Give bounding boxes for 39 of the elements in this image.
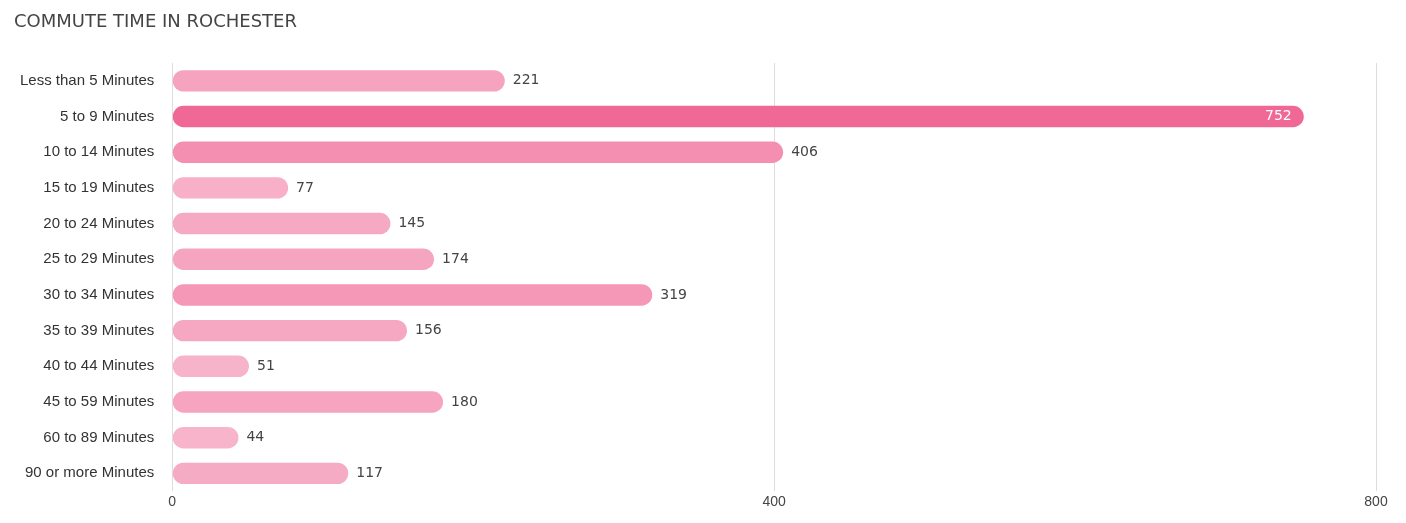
y-tick-label: 30 to 34 Minutes — [43, 285, 155, 303]
bar — [172, 391, 444, 413]
data-label: 51 — [256, 356, 275, 373]
data-label: 44 — [246, 428, 265, 445]
y-tick-label: 45 to 59 Minutes — [43, 392, 155, 410]
y-tick-label: 5 to 9 Minutes — [60, 106, 155, 124]
bar — [172, 70, 505, 92]
y-tick-label: 20 to 24 Minutes — [43, 213, 155, 231]
y-tick-label: 10 to 14 Minutes — [43, 142, 155, 160]
bar — [172, 319, 407, 342]
y-tick-label: 90 or more Minutes — [25, 463, 155, 481]
data-label: 77 — [296, 178, 314, 195]
data-label: 117 — [356, 464, 384, 480]
bar — [172, 248, 435, 270]
chart-title: COMMUTE TIME IN ROCHESTER — [14, 10, 297, 31]
y-tick-label: 15 to 19 Minutes — [43, 178, 155, 196]
data-label: 174 — [442, 249, 469, 266]
data-label: 156 — [414, 321, 442, 338]
y-tick-label: 35 to 39 Minutes — [43, 320, 155, 338]
bar — [172, 462, 349, 485]
data-label: 319 — [660, 285, 687, 302]
data-label: 406 — [791, 142, 818, 159]
bar — [172, 284, 653, 306]
y-tick-label: Less than 5 Minutes — [20, 70, 155, 88]
bar — [172, 355, 249, 378]
bar — [172, 212, 391, 235]
bar — [172, 177, 289, 199]
bar — [172, 105, 1304, 128]
bar — [172, 141, 784, 163]
y-tick-label: 60 to 89 Minutes — [43, 427, 155, 445]
x-tick-label: 800 — [1364, 493, 1388, 510]
data-label: 752 — [1265, 107, 1292, 124]
data-label: 180 — [451, 392, 478, 409]
data-label: 221 — [512, 71, 540, 88]
x-tick-label: 400 — [762, 493, 787, 510]
y-tick-label: 25 to 29 Minutes — [43, 249, 155, 267]
x-tick-label: 0 — [168, 493, 177, 510]
y-tick-label: 40 to 44 Minutes — [43, 356, 155, 374]
data-label: 145 — [398, 214, 426, 231]
